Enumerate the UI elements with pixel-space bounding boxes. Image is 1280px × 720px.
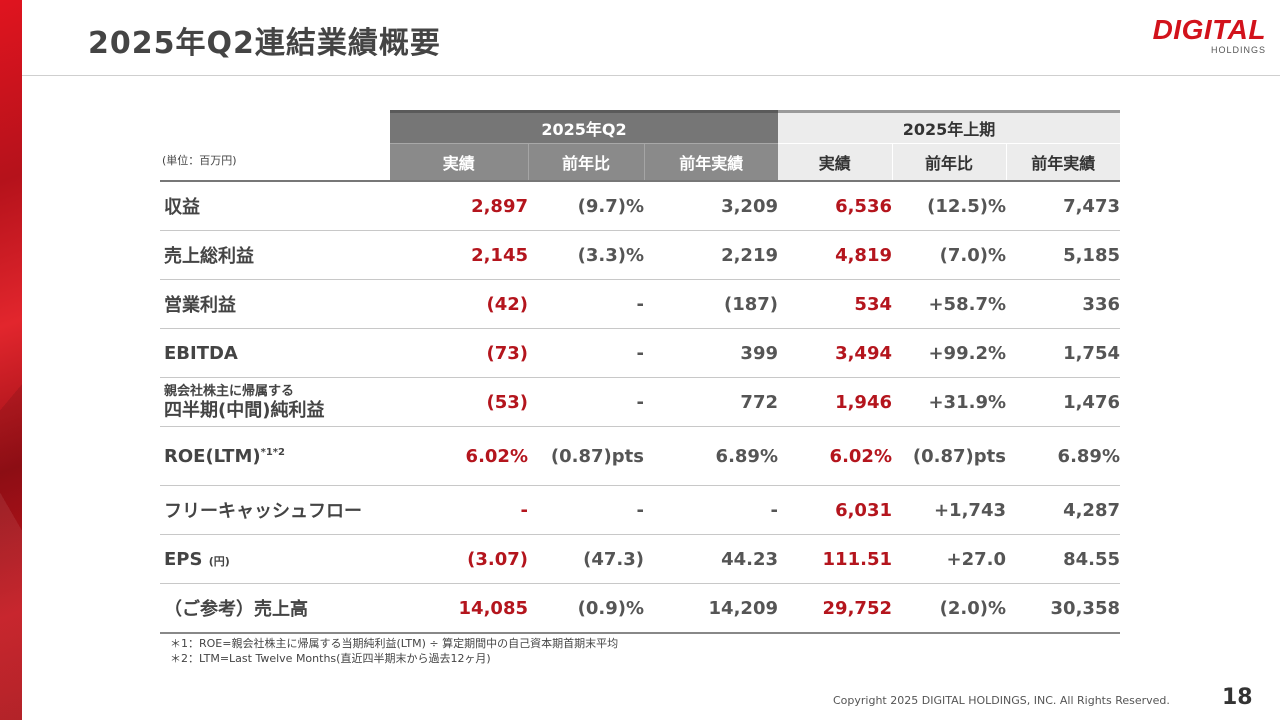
company-logo: DIGITAL HOLDINGS [1144,16,1266,56]
cell-q2-prev: 14,209 [644,583,778,634]
cell-h1-prev: 30,358 [1006,583,1120,634]
footnote-marker: *1*2 [260,446,285,458]
col-header-h1-prev: 前年実績 [1005,143,1120,182]
cell-q2-prev: 772 [644,377,778,427]
row-label: フリーキャッシュフロー [160,485,390,535]
cell-h1-prev: 7,473 [1006,181,1120,231]
copyright-text: Copyright 2025 DIGITAL HOLDINGS, INC. Al… [833,694,1170,707]
cell-h1-prev: 5,185 [1006,230,1120,280]
decorative-side-strip [0,0,22,720]
cell-q2-yoy: - [528,485,644,535]
row-label: 売上総利益 [160,230,390,280]
cell-h1-prev: 4,287 [1006,485,1120,535]
table-row: （ご参考）売上高 14,085 (0.9)% 14,209 29,752 (2.… [160,583,1120,634]
row-label-unit: (円) [208,554,230,568]
cell-q2-yoy: - [528,377,644,427]
cell-q2-prev: 3,209 [644,181,778,231]
cell-q2-actual: (3.07) [390,534,528,584]
table-row: 営業利益 (42) - (187) 534 +58.7% 336 [160,279,1120,329]
cell-q2-actual: 6.02% [390,426,528,486]
row-label: 親会社株主に帰属する 四半期(中間)純利益 [160,377,390,427]
table-row: 売上総利益 2,145 (3.3)% 2,219 4,819 (7.0)% 5,… [160,230,1120,280]
group-header-h1: 2025年上期 [778,110,1120,144]
cell-h1-actual: 111.51 [778,534,892,584]
cell-q2-prev: (187) [644,279,778,329]
cell-h1-prev: 84.55 [1006,534,1120,584]
footnote-2: ＊2：LTM=Last Twelve Months(直近四半期末から過去12ヶ月… [170,652,491,665]
cell-q2-actual: (42) [390,279,528,329]
cell-q2-actual: (73) [390,328,528,378]
col-header-h1-yoy: 前年比 [891,143,1006,182]
cell-q2-yoy: (47.3) [528,534,644,584]
cell-q2-actual: - [390,485,528,535]
table-row: EPS (円) (3.07) (47.3) 44.23 111.51 +27.0… [160,534,1120,584]
cell-h1-prev: 1,754 [1006,328,1120,378]
cell-q2-yoy: - [528,328,644,378]
cell-h1-actual: 1,946 [778,377,892,427]
cell-q2-yoy: (3.3)% [528,230,644,280]
cell-q2-prev: 44.23 [644,534,778,584]
cell-h1-yoy: (12.5)% [892,181,1006,231]
cell-h1-yoy: +31.9% [892,377,1006,427]
cell-q2-actual: 14,085 [390,583,528,634]
row-label: EPS (円) [160,534,390,584]
cell-h1-prev: 336 [1006,279,1120,329]
row-label-line2: 四半期(中間)純利益 [164,399,325,421]
table-row: 収益 2,897 (9.7)% 3,209 6,536 (12.5)% 7,47… [160,181,1120,231]
table-row: フリーキャッシュフロー - - - 6,031 +1,743 4,287 [160,485,1120,535]
page-number: 18 [1222,685,1253,710]
table-row: 親会社株主に帰属する 四半期(中間)純利益 (53) - 772 1,946 +… [160,377,1120,427]
cell-h1-prev: 1,476 [1006,377,1120,427]
cell-h1-yoy: (0.87)pts [892,426,1006,486]
page-title: 2025年Q2連結業績概要 [88,26,441,61]
cell-q2-actual: 2,897 [390,181,528,231]
group-header-q2: 2025年Q2 [390,110,778,144]
cell-q2-yoy: (0.87)pts [528,426,644,486]
cell-q2-prev: 399 [644,328,778,378]
cell-h1-yoy: +99.2% [892,328,1006,378]
row-label: ROE(LTM)*1*2 [160,426,390,486]
col-header-q2-prev: 前年実績 [643,143,778,182]
cell-q2-yoy: (0.9)% [528,583,644,634]
row-label-text: ROE(LTM) [164,445,261,467]
row-label-line1: 親会社株主に帰属する [164,383,295,399]
cell-h1-actual: 4,819 [778,230,892,280]
cell-h1-actual: 534 [778,279,892,329]
title-divider [22,75,1280,76]
cell-h1-actual: 29,752 [778,583,892,634]
cell-q2-actual: 2,145 [390,230,528,280]
logo-sub-text: HOLDINGS [1210,45,1266,55]
cell-q2-yoy: - [528,279,644,329]
col-header-q2-yoy: 前年比 [527,143,644,182]
cell-q2-prev: 2,219 [644,230,778,280]
col-header-q2-actual: 実績 [390,143,528,182]
footnote-1: ＊1：ROE=親会社株主に帰属する当期純利益(LTM) ÷ 算定期間中の自己資本… [170,637,619,650]
logo-main-text: DIGITAL [1152,14,1266,45]
cell-q2-yoy: (9.7)% [528,181,644,231]
row-label-text: EPS [164,548,203,570]
results-table: 2025年Q2 2025年上期 実績 前年比 前年実績 実績 前年比 前年実績 … [160,110,1120,634]
cell-q2-prev: 6.89% [644,426,778,486]
row-label: 収益 [160,181,390,231]
footnotes: ＊1：ROE=親会社株主に帰属する当期純利益(LTM) ÷ 算定期間中の自己資本… [170,636,618,666]
row-label: （ご参考）売上高 [160,583,390,634]
cell-q2-actual: (53) [390,377,528,427]
cell-h1-yoy: +1,743 [892,485,1006,535]
table-row: EBITDA (73) - 399 3,494 +99.2% 1,754 [160,328,1120,378]
cell-h1-yoy: +58.7% [892,279,1006,329]
cell-h1-actual: 6,536 [778,181,892,231]
cell-h1-yoy: (2.0)% [892,583,1006,634]
row-label: 営業利益 [160,279,390,329]
cell-h1-actual: 3,494 [778,328,892,378]
cell-q2-prev: - [644,485,778,535]
cell-h1-yoy: (7.0)% [892,230,1006,280]
cell-h1-actual: 6,031 [778,485,892,535]
cell-h1-prev: 6.89% [1006,426,1120,486]
cell-h1-yoy: +27.0 [892,534,1006,584]
cell-h1-actual: 6.02% [778,426,892,486]
row-label: EBITDA [160,328,390,378]
col-header-h1-actual: 実績 [778,143,892,182]
table-row: ROE(LTM)*1*2 6.02% (0.87)pts 6.89% 6.02%… [160,426,1120,486]
